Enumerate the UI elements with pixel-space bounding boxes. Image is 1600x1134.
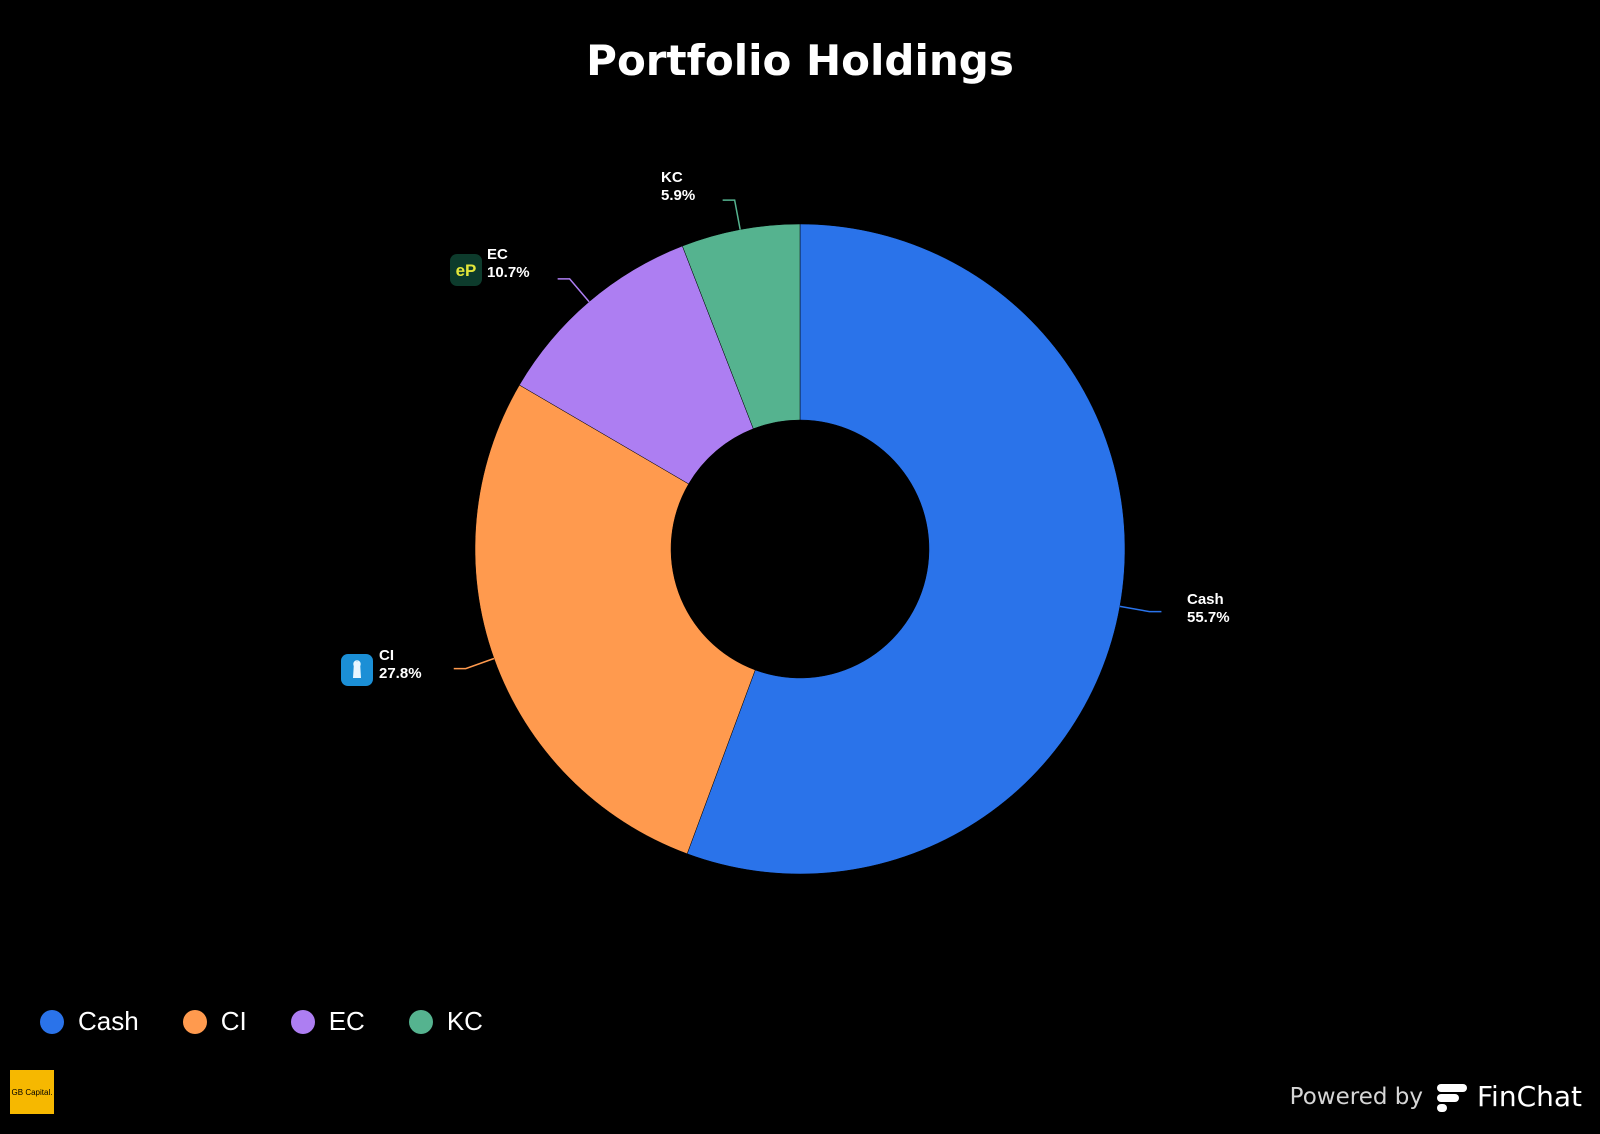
- finchat-logo-icon: [1436, 1083, 1467, 1112]
- leader-line-ec: [557, 278, 590, 303]
- slice-name-label-kc: KC: [661, 169, 683, 186]
- slice-ci: [474, 384, 756, 855]
- svg-text:eP: eP: [456, 261, 477, 280]
- legend: Cash CI EC KC: [40, 1006, 527, 1037]
- footer: Powered by FinChat: [1290, 1080, 1582, 1113]
- legend-label: CI: [220, 1006, 247, 1036]
- leader-line-cash: [1119, 605, 1162, 613]
- brand-logo: GB Capital.: [10, 1070, 54, 1114]
- legend-item-ec[interactable]: EC: [290, 1006, 365, 1037]
- slice-name-label-ec: EC: [487, 246, 508, 263]
- slice-kc: [682, 223, 801, 430]
- powered-by-text: Powered by: [1289, 1083, 1423, 1110]
- legend-swatch: [290, 1009, 315, 1034]
- leader-line-ci: [453, 657, 495, 670]
- ep-logo-icon: eP: [450, 254, 482, 286]
- legend-label: KC: [446, 1006, 483, 1036]
- slice-value-label-kc: 5.9%: [661, 187, 695, 204]
- leader-line-kc: [722, 199, 741, 230]
- legend-swatch: [182, 1009, 207, 1034]
- slice-cash: [686, 223, 1126, 875]
- legend-item-cash[interactable]: Cash: [40, 1006, 139, 1037]
- slice-value-label-ci: 27.8%: [379, 665, 422, 682]
- lighthouse-icon: [341, 654, 373, 686]
- slice-value-label-cash: 55.7%: [1187, 609, 1230, 626]
- legend-swatch: [408, 1009, 433, 1034]
- slice-name-label-cash: Cash: [1187, 591, 1224, 608]
- slice-ec: [519, 245, 754, 485]
- legend-label: Cash: [78, 1006, 139, 1036]
- slice-name-label-ci: CI: [379, 647, 394, 664]
- legend-swatch: [40, 1009, 64, 1034]
- legend-item-ci[interactable]: CI: [182, 1006, 247, 1037]
- legend-item-kc[interactable]: KC: [408, 1006, 483, 1037]
- slice-value-label-ec: 10.7%: [487, 264, 530, 281]
- finchat-name: FinChat: [1476, 1080, 1582, 1113]
- legend-label: EC: [328, 1006, 365, 1036]
- chart-title: Portfolio Holdings: [586, 36, 1014, 85]
